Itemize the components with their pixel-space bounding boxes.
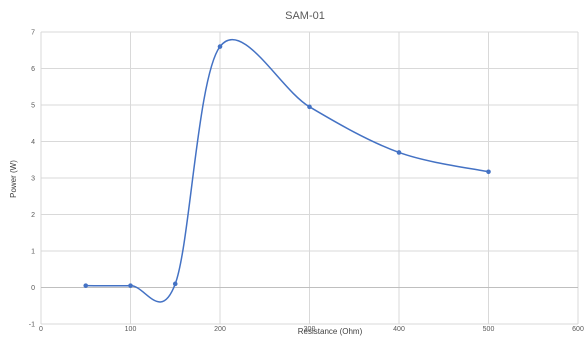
y-tick-label: 2 [31, 212, 35, 219]
y-tick-label: 4 [31, 139, 35, 146]
x-tick-label: 600 [572, 326, 584, 333]
y-tick-label: -1 [29, 322, 35, 329]
y-axis-label: Power (W) [9, 160, 18, 198]
series-line [85, 38, 489, 303]
x-tick-label: 300 [304, 326, 316, 333]
y-tick-label: 3 [31, 176, 35, 183]
x-axis-label: Resistance (Ohm) [298, 327, 363, 336]
data-points [83, 44, 491, 288]
y-tick-label: 5 [31, 103, 35, 110]
x-tick-label: 0 [39, 326, 43, 333]
y-tick-label: 6 [31, 66, 35, 73]
grid [40, 31, 579, 325]
x-tick-label: 400 [393, 326, 405, 333]
tick-labels: 0 100 200 300 400 500 600 -1 0 1 2 3 4 5 6 7 [29, 30, 584, 334]
x-tick-label: 200 [214, 326, 226, 333]
data-point [83, 283, 89, 288]
chart-title: SAM-01 [285, 10, 325, 22]
data-point [172, 281, 178, 287]
y-tick-label: 0 [31, 285, 35, 292]
data-point [486, 169, 491, 175]
y-tick-label: 7 [31, 30, 35, 37]
x-tick-label: 100 [125, 326, 137, 333]
data-point [217, 44, 223, 49]
data-point [396, 150, 402, 155]
data-point [307, 104, 312, 110]
data-point [128, 283, 133, 288]
x-tick-label: 500 [483, 326, 495, 333]
y-tick-label: 1 [31, 249, 35, 256]
